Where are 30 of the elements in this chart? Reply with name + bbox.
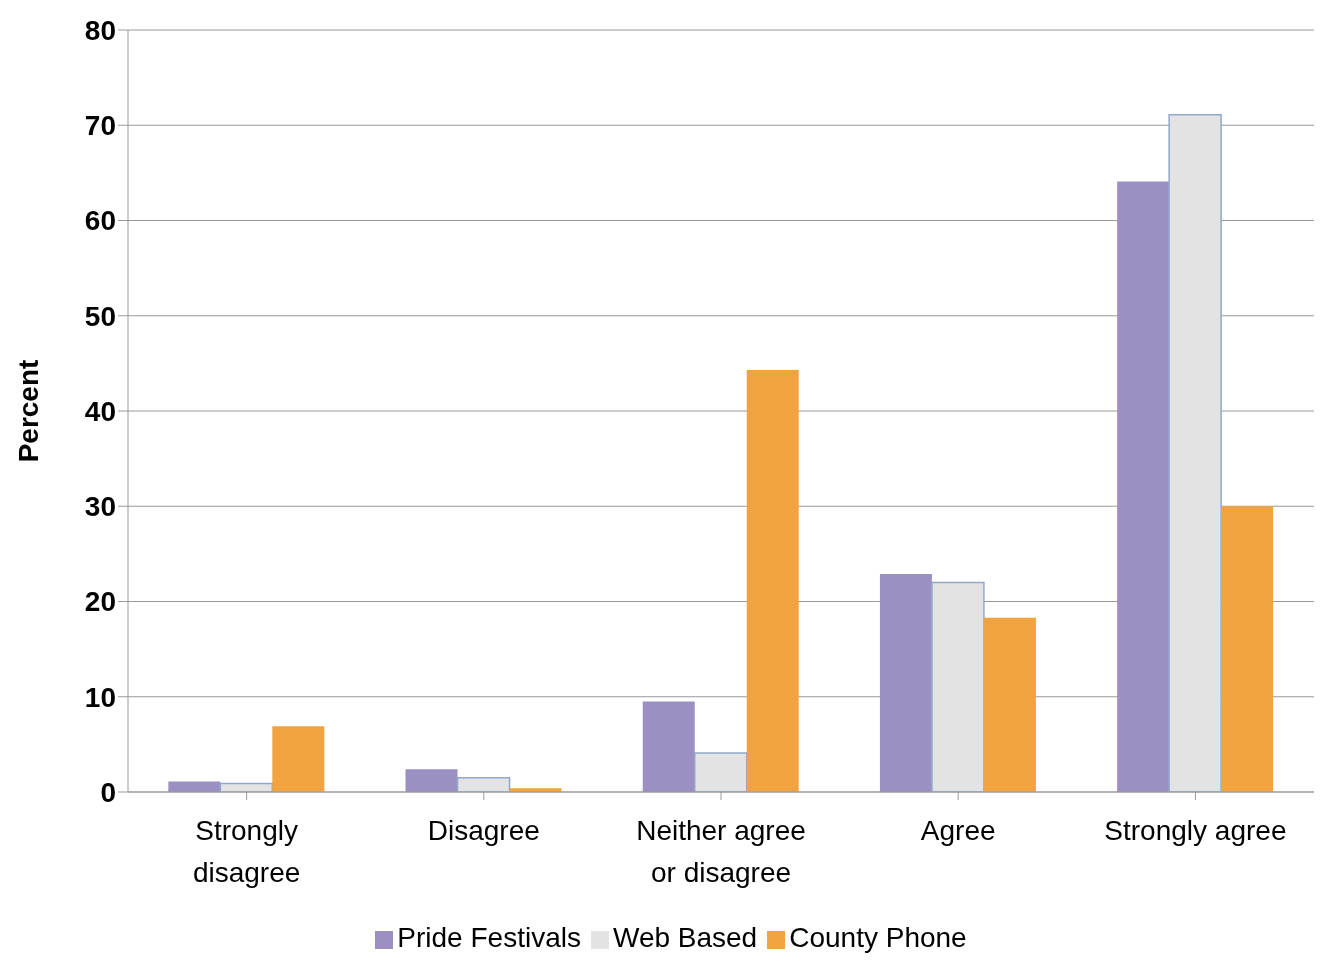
y-tick-label: 0	[100, 776, 116, 808]
bar	[405, 769, 458, 792]
legend-label: County Phone	[789, 922, 967, 953]
x-tick-label: Disagree	[427, 815, 540, 846]
x-tick-label: Neither agree or disagree	[636, 815, 806, 888]
legend-label: Web Based	[612, 922, 758, 953]
bar	[746, 370, 799, 792]
bar	[642, 701, 695, 792]
y-axis-title: Percent	[12, 359, 44, 463]
y-tick-label: 50	[84, 300, 116, 332]
y-tick-label: 60	[84, 205, 116, 237]
y-tick-label: 70	[84, 110, 116, 142]
bar	[693, 752, 748, 792]
x-tick-label: Strongly disagree	[192, 815, 301, 888]
y-tick-label: 10	[84, 681, 116, 713]
bar	[1117, 181, 1170, 792]
y-tick-label: 80	[84, 14, 116, 46]
bar	[1221, 506, 1274, 792]
y-tick-label: 30	[84, 491, 116, 523]
legend-label: Pride Festivals	[397, 922, 581, 953]
bar	[1168, 114, 1222, 792]
y-tick-label: 40	[84, 395, 116, 427]
bar	[983, 617, 1036, 792]
bar	[931, 581, 985, 792]
x-tick-label: Strongly agree	[1104, 815, 1287, 846]
x-tick-label: Agree	[920, 815, 996, 846]
bar	[456, 776, 511, 792]
bar	[879, 573, 932, 792]
bar	[272, 726, 325, 792]
y-tick-label: 20	[84, 586, 116, 618]
